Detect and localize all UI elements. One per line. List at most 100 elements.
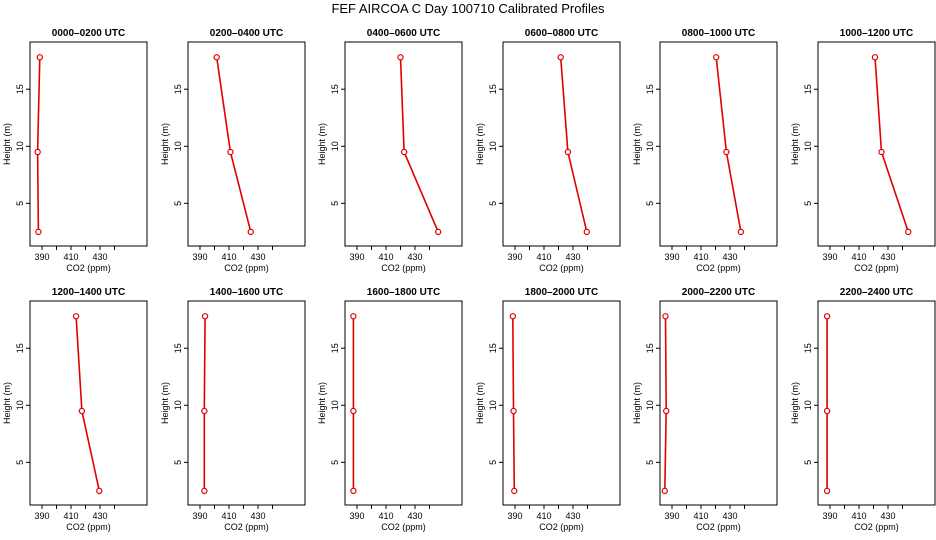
panel-6-title: 1000–1200 UTC xyxy=(840,28,913,39)
panel-5-xtick-label: 410 xyxy=(693,252,708,262)
panel-3-ytick-label: 15 xyxy=(330,84,340,94)
panel-7-ytick-label: 5 xyxy=(15,460,25,465)
panel-1-data-point xyxy=(34,148,41,156)
panel-5-ytick-label: 5 xyxy=(645,201,655,206)
panel-4-xtick-label: 430 xyxy=(565,252,580,262)
panel-1-xlabel: CO2 (ppm) xyxy=(66,263,111,273)
panel-5-title: 0800–1000 UTC xyxy=(682,28,755,39)
panel-11-series-line xyxy=(664,316,668,491)
panel-2-ytick-label: 5 xyxy=(173,201,183,206)
panel-8-xtick-label: 390 xyxy=(192,511,207,521)
panel-7-ylabel: Height (m) xyxy=(2,382,12,424)
panel-2-data-point xyxy=(247,228,254,236)
panel-10-data-point xyxy=(511,487,518,495)
panel-1-data-point xyxy=(36,54,44,61)
panel-9-xlabel: CO2 (ppm) xyxy=(381,522,426,532)
panel-12-data-point xyxy=(823,487,831,495)
panel-6-ytick-label: 15 xyxy=(803,84,813,94)
panel-5-data-point xyxy=(713,54,720,61)
panel-8-data-point xyxy=(201,313,209,320)
panel-5-xlabel: CO2 (ppm) xyxy=(696,263,741,273)
panel-12-ytick-label: 15 xyxy=(803,343,813,353)
panel-9-data-point xyxy=(350,487,357,495)
panel-10-ytick-label: 15 xyxy=(488,343,498,353)
panel-5-ytick-label: 15 xyxy=(645,84,655,94)
panel-2-xtick-label: 430 xyxy=(250,252,265,262)
panel-1-xtick-label: 390 xyxy=(34,252,49,262)
panel-10-series-line xyxy=(512,316,516,491)
panel-12-ytick-label: 10 xyxy=(803,400,813,410)
panel-11-ytick-label: 5 xyxy=(645,460,655,465)
panel-12-data-point xyxy=(823,407,831,415)
panel-2-series-line xyxy=(215,57,252,233)
panel-7-data-point xyxy=(96,487,103,495)
panel-1-series-line xyxy=(36,57,41,232)
panel-9-xtick-label: 430 xyxy=(407,511,422,521)
panel-2-ytick-label: 15 xyxy=(173,84,183,94)
panel-2-data-point xyxy=(227,148,234,156)
panel-8-data-point xyxy=(201,407,208,415)
panel-9-data-point xyxy=(350,407,357,415)
panel-10-xtick-label: 410 xyxy=(536,511,551,521)
panel-6-series-line xyxy=(874,57,910,233)
panel-3-frame xyxy=(344,41,463,247)
panel-7-data-point xyxy=(78,407,86,415)
panel-7-title: 1200–1400 UTC xyxy=(52,287,125,298)
panel-11-title: 2000–2200 UTC xyxy=(682,287,755,298)
panel-12-title: 2200–2400 UTC xyxy=(840,287,913,298)
panel-10-title: 1800–2000 UTC xyxy=(525,287,598,298)
panel-4-data-point xyxy=(583,228,590,236)
panel-8-series-line xyxy=(203,316,206,491)
panel-4-ylabel: Height (m) xyxy=(475,123,485,165)
panel-9-ytick-label: 5 xyxy=(330,460,340,465)
panel-9-xtick-label: 390 xyxy=(349,511,364,521)
panel-4-xlabel: CO2 (ppm) xyxy=(539,263,584,273)
panel-11-frame xyxy=(659,300,778,506)
figure-title: FEF AIRCOA C Day 100710 Calibrated Profi… xyxy=(331,1,605,16)
panel-12-ytick-label: 5 xyxy=(803,460,813,465)
panel-7-ytick-label: 15 xyxy=(15,343,25,353)
panel-10-data-point xyxy=(510,407,517,415)
panel-6-data-point xyxy=(878,148,885,156)
panel-8-ytick-label: 10 xyxy=(173,400,183,410)
panel-10-ylabel: Height (m) xyxy=(475,382,485,424)
panel-4-xtick-label: 390 xyxy=(507,252,522,262)
panel-12-xtick-label: 390 xyxy=(822,511,837,521)
panel-2-xtick-label: 410 xyxy=(221,252,236,262)
panel-5-series-line xyxy=(715,57,742,233)
panel-8-xlabel: CO2 (ppm) xyxy=(224,522,269,532)
panel-4-ytick-label: 15 xyxy=(488,84,498,94)
panel-3-ylabel: Height (m) xyxy=(317,123,327,165)
panel-6-ytick-label: 10 xyxy=(803,141,813,151)
panel-1-ytick-label: 10 xyxy=(15,141,25,151)
panel-2-ytick-label: 10 xyxy=(173,141,183,151)
panel-4-series-line xyxy=(559,57,588,233)
panel-11-data-point xyxy=(663,407,670,415)
panel-8-title: 1400–1600 UTC xyxy=(210,287,283,298)
panel-6-data-point xyxy=(905,228,912,236)
panel-3-title: 0400–0600 UTC xyxy=(367,28,440,39)
panel-12-frame xyxy=(817,300,936,506)
panel-4-xtick-label: 410 xyxy=(536,252,551,262)
panel-10-data-point xyxy=(509,313,517,320)
panel-8-ytick-label: 5 xyxy=(173,460,183,465)
panel-8-ytick-label: 15 xyxy=(173,343,183,353)
panel-9-ylabel: Height (m) xyxy=(317,382,327,424)
panel-1-xtick-label: 410 xyxy=(63,252,78,262)
panel-3-ytick-label: 5 xyxy=(330,201,340,206)
panel-11-ytick-label: 15 xyxy=(645,343,655,353)
panel-3-ytick-label: 10 xyxy=(330,141,340,151)
panel-2-data-point xyxy=(213,54,220,61)
panel-9-ytick-label: 15 xyxy=(330,343,340,353)
panel-1-title: 0000–0200 UTC xyxy=(52,28,125,39)
panel-6-xtick-label: 390 xyxy=(822,252,837,262)
panel-9-title: 1600–1800 UTC xyxy=(367,287,440,298)
panel-4-title: 0600–0800 UTC xyxy=(525,28,598,39)
panel-3-xtick-label: 410 xyxy=(378,252,393,262)
panel-5-ylabel: Height (m) xyxy=(632,123,642,165)
panel-2-xlabel: CO2 (ppm) xyxy=(224,263,269,273)
panel-6-xtick-label: 430 xyxy=(880,252,895,262)
panel-6-ylabel: Height (m) xyxy=(790,123,800,165)
panel-5-ytick-label: 10 xyxy=(645,141,655,151)
